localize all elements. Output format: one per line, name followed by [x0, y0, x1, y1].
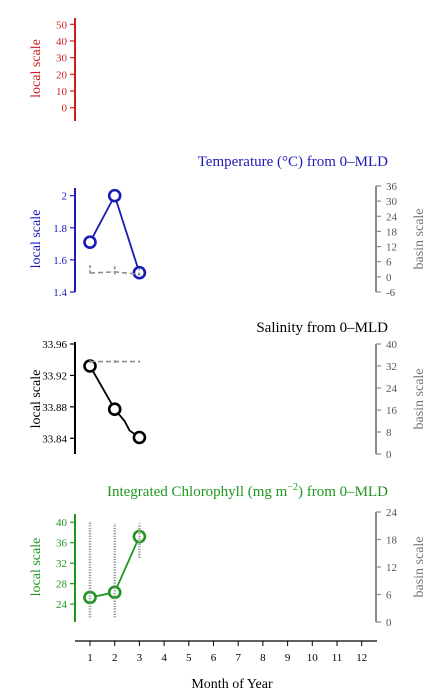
right-axis-label: basin scale [412, 208, 427, 269]
right-tick-label: 0 [386, 449, 392, 461]
left-tick-label: 1.6 [53, 255, 67, 267]
x-tick-label: 9 [285, 652, 291, 664]
panel-3: 33.84 33.88 33.92 33.96 local scale 0 8 16 24 32 4… [29, 320, 427, 461]
x-tick-label: 11 [332, 652, 343, 664]
basin-series [89, 360, 141, 363]
data-point [83, 590, 97, 605]
right-tick-label: 6 [386, 590, 392, 602]
left-tick-label: 2 [62, 191, 68, 203]
panel-title: Salinity from 0–MLD [256, 320, 388, 336]
left-tick-label: 40 [56, 517, 68, 529]
data-point [132, 430, 147, 445]
left-tick-label: 24 [56, 599, 68, 611]
right-tick-label: 8 [386, 427, 392, 439]
local-series [83, 188, 147, 280]
left-tick-label: 10 [56, 86, 68, 98]
right-tick-label: 0 [386, 617, 392, 629]
left-tick-label: 0 [62, 103, 68, 115]
local-line [89, 193, 141, 274]
x-tick-label: 8 [260, 652, 266, 664]
right-tick-label: 40 [386, 339, 398, 351]
panel-4: 24 28 32 36 40 local scale 0 6 12 18 24 basin scale… [29, 482, 427, 629]
right-tick-label: 0 [386, 272, 392, 284]
panel-title: Integrated Chlorophyll (mg m−2) from 0–M… [107, 482, 388, 500]
local-series [83, 359, 147, 445]
title-suffix: ) from 0–MLD [298, 484, 388, 500]
left-axis-label: local scale [29, 210, 44, 269]
title-superscript: −2 [287, 482, 298, 493]
left-tick-label: 50 [56, 19, 68, 31]
local-series [83, 529, 147, 605]
right-axis-label: basin scale [412, 536, 427, 597]
left-tick-label: 32 [56, 558, 67, 570]
left-axis-label: local scale [29, 370, 44, 429]
title-text: Integrated Chlorophyll (mg m [107, 484, 288, 500]
left-tick-label: 20 [56, 69, 68, 81]
x-tick-label: 10 [307, 652, 319, 664]
basin-series [89, 262, 141, 276]
data-point [107, 188, 122, 203]
right-tick-label: 18 [386, 226, 398, 238]
x-tick-label: 5 [186, 652, 192, 664]
right-tick-label: 24 [386, 211, 398, 223]
right-tick-label: 12 [386, 242, 397, 254]
left-tick-label: 33.84 [42, 433, 67, 445]
right-tick-label: 24 [386, 383, 398, 395]
left-tick-label: 33.96 [42, 339, 67, 351]
left-tick-label: 1.4 [53, 287, 67, 299]
basin-series [88, 521, 141, 618]
left-tick-label: 28 [56, 579, 68, 591]
x-tick-label: 6 [211, 652, 217, 664]
x-axis-label: Month of Year [191, 677, 273, 692]
right-tick-label: 24 [386, 507, 398, 519]
right-tick-label: 12 [386, 562, 397, 574]
right-tick-label: 30 [386, 196, 398, 208]
right-tick-label: 36 [386, 181, 398, 193]
left-axis-label: local scale [29, 538, 44, 597]
right-tick-label: 16 [386, 405, 398, 417]
x-tick-label: 2 [112, 652, 118, 664]
local-line [89, 365, 140, 439]
left-tick-label: 33.92 [42, 370, 67, 382]
x-tick-label: 4 [161, 652, 167, 664]
right-axis-label: basin scale [412, 368, 427, 429]
panel-title: Temperature (°C) from 0–MLD [198, 154, 388, 170]
title-text: Temperature (°C) from 0–MLD [198, 154, 388, 170]
left-tick-label: 30 [56, 53, 68, 65]
data-point [107, 402, 122, 417]
left-tick-label: 40 [56, 36, 68, 48]
x-tick-label: 7 [235, 652, 241, 664]
right-tick-label: 6 [386, 257, 392, 269]
right-tick-label: 18 [386, 535, 398, 547]
data-point [107, 585, 122, 600]
right-tick-label: -6 [386, 287, 396, 299]
panel-2: 1.4 1.6 1.8 2 local scale -6 0 6 12 18 24 30 36 basin… [29, 154, 427, 299]
data-point [83, 235, 97, 250]
panel-1: 0 10 20 30 40 50 local scale [29, 18, 76, 121]
left-axis-label: local scale [29, 39, 44, 98]
x-tick-label: 12 [356, 652, 367, 664]
right-tick-label: 32 [386, 361, 397, 373]
left-tick-label: 36 [56, 538, 68, 550]
left-tick-label: 33.88 [42, 402, 67, 414]
x-tick-label: 1 [87, 652, 93, 664]
title-text: Salinity from 0–MLD [256, 320, 388, 336]
left-tick-label: 1.8 [53, 223, 67, 235]
x-tick-label: 3 [137, 652, 143, 664]
